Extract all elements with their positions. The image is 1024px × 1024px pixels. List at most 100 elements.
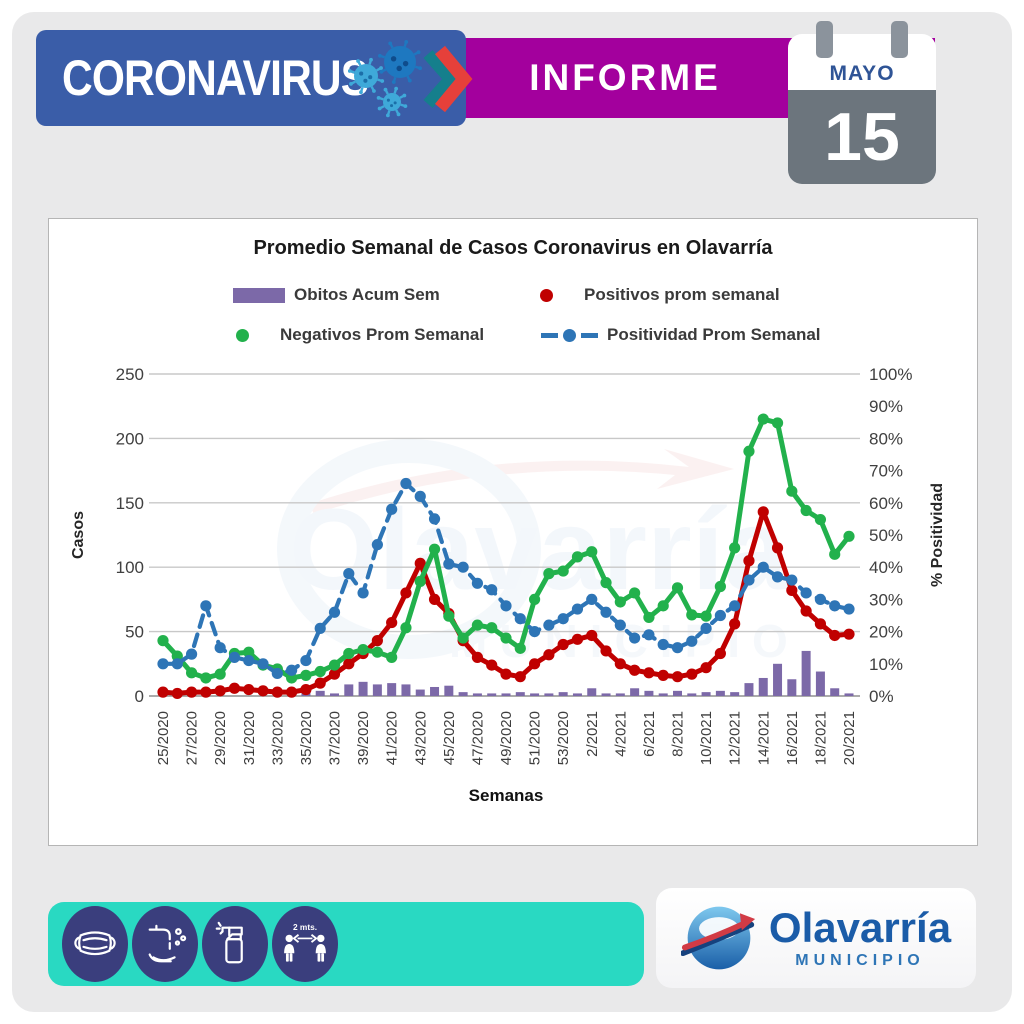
bar-obitos	[572, 693, 582, 696]
marker	[185, 686, 198, 698]
bar-obitos	[515, 692, 525, 696]
marker	[214, 642, 226, 654]
marker	[786, 584, 798, 596]
x-axis-tick: 37/2020	[327, 711, 344, 765]
marker	[257, 685, 269, 697]
x-axis-tick: 51/2020	[527, 711, 544, 765]
marker	[743, 445, 755, 457]
marker	[586, 629, 598, 642]
marker	[471, 651, 484, 663]
marker	[414, 575, 426, 587]
marker	[700, 622, 712, 634]
bar-obitos	[458, 692, 468, 696]
marker	[371, 539, 383, 551]
bar-obitos	[358, 681, 368, 696]
bar-obitos	[658, 693, 668, 696]
marker	[500, 600, 512, 612]
marker	[457, 561, 469, 573]
calendar-ring-icon	[891, 21, 908, 58]
marker	[185, 667, 198, 679]
marker	[614, 658, 626, 670]
legend-swatch-positivos	[517, 288, 575, 302]
handwash-icon	[132, 906, 198, 982]
marker	[571, 603, 584, 615]
marker	[571, 551, 584, 563]
left-axis-title: Casos	[70, 511, 87, 559]
marker	[686, 609, 698, 621]
x-axis-title: Semanas	[469, 786, 544, 805]
marker	[271, 686, 283, 698]
distance-icon: 2 mts.	[272, 906, 338, 982]
marker	[300, 669, 312, 681]
bar-obitos	[673, 690, 682, 696]
x-axis-tick: 43/2020	[412, 711, 429, 765]
marker	[428, 543, 441, 555]
marker	[371, 646, 383, 658]
marker	[400, 477, 412, 490]
svg-text:2 mts.: 2 mts.	[293, 922, 317, 932]
marker	[157, 635, 169, 647]
marker	[286, 686, 298, 698]
logo-subtitle: MUNICIPIO	[795, 951, 925, 969]
bar-obitos	[315, 690, 325, 696]
right-axis-tick: 100%	[869, 365, 912, 384]
marker	[528, 626, 541, 638]
marker	[500, 668, 512, 680]
marker	[528, 593, 541, 605]
marker	[629, 664, 641, 676]
marker	[486, 659, 498, 671]
marker	[528, 658, 541, 670]
marker	[614, 596, 626, 608]
right-axis-tick: 60%	[869, 494, 903, 513]
x-axis-tick: 45/2020	[441, 711, 458, 765]
left-axis-tick: 200	[116, 429, 144, 448]
marker	[643, 667, 655, 679]
bar-obitos	[701, 692, 711, 696]
bar-obitos	[530, 693, 540, 696]
marker	[428, 513, 441, 525]
x-axis-tick: 31/2020	[241, 711, 258, 765]
legend-label-positividad: Positividad Prom Semanal	[607, 325, 821, 344]
x-axis-tick: 47/2020	[469, 711, 486, 765]
bar-obitos	[630, 688, 640, 696]
marker	[343, 568, 355, 580]
marker	[185, 648, 198, 660]
legend-label-obitos: Obitos Acum Sem	[294, 285, 440, 304]
x-axis-tick: 6/2021	[641, 711, 658, 757]
x-axis-tick: 25/2020	[155, 711, 172, 765]
marker	[386, 616, 398, 629]
right-axis-tick: 70%	[869, 462, 903, 481]
marker	[243, 683, 255, 696]
marker	[357, 644, 369, 656]
marker	[671, 671, 684, 683]
marker	[600, 577, 612, 589]
coronavirus-title: CORONAVIRUS	[62, 50, 369, 106]
marker	[471, 619, 484, 631]
marker	[314, 622, 326, 634]
bar-obitos	[801, 650, 811, 696]
marker	[714, 647, 726, 660]
marker	[786, 485, 798, 497]
legend-positividad: Positividad Prom Semanal	[541, 325, 821, 345]
coronavirus-banner: CORONAVIRUS	[36, 30, 473, 126]
legend-swatch-positividad	[541, 328, 598, 342]
left-axis-tick: 0	[135, 687, 144, 706]
marker	[629, 632, 641, 644]
marker	[743, 574, 755, 586]
municipio-logo-card: Olavarría MUNICIPIO	[656, 888, 976, 988]
marker	[729, 600, 741, 612]
legend-negativos: Negativos Prom Semanal	[213, 325, 484, 345]
x-axis-tick: 27/2020	[184, 711, 201, 765]
calendar-month: MAYO	[788, 34, 936, 90]
marker	[543, 649, 555, 661]
marker	[557, 565, 569, 577]
marker	[843, 530, 855, 542]
weekly-cases-chart: 0 50 100 150 200 250 0% 10% 20% 30% 40% 50% 60% 70% 80…	[70, 365, 946, 805]
marker	[671, 642, 684, 654]
x-axis-tick: 39/2020	[355, 711, 372, 765]
marker	[543, 568, 555, 580]
marker	[328, 659, 341, 671]
bar-obitos	[715, 690, 725, 696]
bar-obitos	[415, 689, 425, 696]
bar-obitos	[830, 688, 840, 696]
